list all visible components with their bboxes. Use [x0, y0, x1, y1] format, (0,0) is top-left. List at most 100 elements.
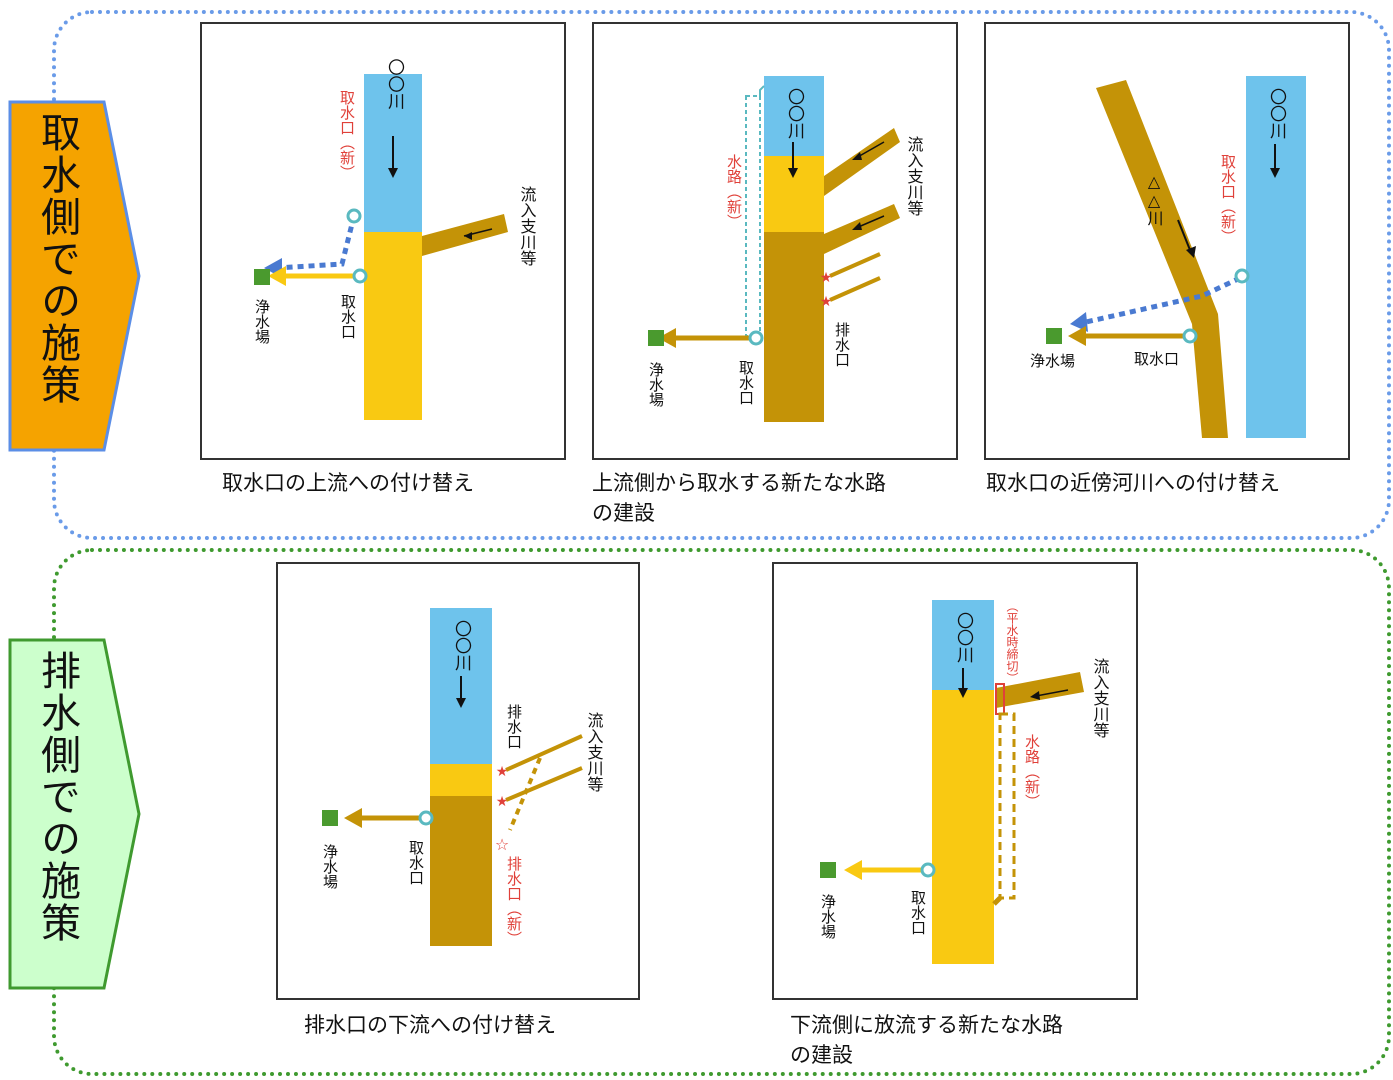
diagram-shape: [658, 328, 676, 348]
river-name: 〇〇川: [451, 620, 472, 671]
new-intake-blue-dotted-line: [276, 215, 357, 271]
nearby-river-flow-arrow: [1177, 219, 1191, 251]
water-plant-marker: [648, 330, 664, 346]
intake-marker: [352, 268, 368, 284]
tributary-label: 流入支川等: [1091, 658, 1110, 738]
diagram-shape: [852, 222, 862, 230]
tributary-label: 流入支川等: [905, 136, 924, 216]
intake-marker: [920, 862, 936, 878]
diagram-upstream-intake-relocation: 〇〇川 取水口（新） 流入支川等 浄水場 取水口: [253, 58, 537, 420]
intake-label: 取水口: [1134, 350, 1179, 368]
river-polluted-section: [764, 232, 824, 422]
diagram-new-downstream-channel: （平水時締切） 水路（新） 流入支川等 〇〇川 浄水場 取水口: [819, 600, 1110, 964]
tributary-label: 流入支川等: [518, 186, 537, 266]
river-name: 〇〇川: [784, 88, 805, 139]
river-mixed-section: [364, 232, 422, 420]
diagram-shape: [344, 808, 362, 828]
closure-label: （平水時締切）: [1005, 600, 1019, 684]
new-outfall-star: ☆: [495, 835, 509, 854]
intake-label: 取水口: [407, 840, 425, 885]
discharge-measures-group-frame: [52, 548, 1391, 1076]
tributary-line-2: [505, 766, 583, 802]
panel-new-downstream-channel: （平水時締切） 水路（新） 流入支川等 〇〇川 浄水場 取水口: [772, 562, 1138, 1000]
intake-label-arrow-shape: [8, 100, 141, 452]
new-intake-marker: [346, 208, 362, 224]
water-plant-label: 浄水場: [647, 362, 665, 407]
water-plant-marker: [322, 810, 338, 826]
intake-side-label-text: 取水側での施策: [34, 112, 80, 406]
intake-marker: [748, 330, 764, 346]
discharge-label-arrow-shape: [8, 638, 141, 990]
water-plant-label: 浄水場: [1030, 352, 1075, 370]
old-intake-blue-dotted-line: [1085, 275, 1242, 325]
intake-marker: [1182, 328, 1198, 344]
panel-nearby-river-intake: 〇〇川 △△川 取水口（新） 浄水場 取水口: [984, 22, 1350, 460]
outfall-label: 排水口: [833, 322, 851, 367]
water-plant-marker: [254, 269, 270, 285]
new-intake-label: 取水口（新）: [338, 90, 356, 180]
discharge-side-label-text: 排水側での施策: [34, 650, 80, 944]
water-plant-marker: [1046, 328, 1062, 344]
diagram-shape: [8, 100, 141, 452]
diagram-shape: [852, 152, 862, 160]
diagram-nearby-river-intake: 〇〇川 △△川 取水口（新） 浄水場 取水口: [1030, 76, 1306, 438]
intake-label: 取水口: [339, 294, 357, 339]
caption-new-downstream-channel: 下流側に放流する新たな水路 の建設: [790, 1013, 1063, 1067]
panel-new-upstream-channel: 流入支川等 ★ ★ 排水口 〇〇川 水路（新） 浄水場 取水口: [592, 22, 958, 460]
river-mixed-section: [932, 690, 994, 964]
panel-upstream-intake-relocation: 〇〇川 取水口（新） 流入支川等 浄水場 取水口: [200, 22, 566, 460]
new-outfall-dotted-line: [508, 757, 542, 831]
tributary-flow-arrow: [1035, 689, 1069, 697]
river-mixed-section: [430, 764, 492, 796]
intake-label: 取水口: [737, 360, 755, 405]
diagram-shape: [464, 232, 472, 240]
caption-new-upstream-channel: 上流側から取水する新たな水路 の建設: [592, 471, 886, 525]
new-channel-label: 水路（新）: [1023, 734, 1041, 809]
outfall-star-2: ★: [496, 794, 509, 810]
channel-inlet-outline: [759, 85, 765, 96]
river-name: 〇〇川: [1266, 88, 1287, 139]
new-channel: [745, 95, 761, 337]
tributary-channel-2: [824, 204, 900, 254]
old-intake-arrowhead: [1070, 312, 1088, 332]
new-channel-label: 水路（新）: [725, 154, 743, 229]
nearby-river-name: △△川: [1145, 172, 1164, 226]
diagram-shape: [388, 168, 398, 178]
diagram-shape: [958, 688, 968, 698]
diagram-shape: [8, 638, 141, 990]
diagram-shape: [1030, 691, 1040, 700]
old-intake-marker: [1234, 268, 1250, 284]
tributary-channel: [996, 672, 1084, 708]
intake-marker: [418, 810, 434, 826]
outfall-arrow-1: [829, 252, 881, 278]
tributary-label: 流入支川等: [585, 712, 604, 792]
panel-downstream-outfall-relocation: 〇〇川 排水口 ★ ★ ☆ 流入支川等 排水口（新） 浄水場 取水口: [276, 562, 640, 1000]
water-plant-marker: [820, 862, 836, 878]
river-clean-section: [1246, 76, 1306, 438]
outfall-star-1: ★: [820, 270, 833, 286]
caption-downstream-outfall-relocation: 排水口の下流への付け替え: [304, 1013, 556, 1037]
water-plant-label: 浄水場: [819, 894, 837, 939]
diagram-shape: [788, 168, 798, 178]
diagram-shape: [1270, 168, 1280, 178]
discharge-side-label: 排水側での施策: [8, 638, 143, 990]
new-channel: [998, 712, 1016, 900]
nearby-river-channel: [1096, 80, 1228, 438]
outfall-label: 排水口: [505, 704, 523, 749]
intake-side-label: 取水側での施策: [8, 100, 143, 452]
outfall-arrow-2: [829, 276, 881, 302]
caption-nearby-river-intake: 取水口の近傍河川への付け替え: [986, 471, 1280, 495]
outfall-star-2: ★: [820, 294, 833, 310]
channel-outlet: [992, 896, 1002, 906]
water-plant-label: 浄水場: [321, 844, 339, 889]
caption-upstream-intake-relocation: 取水口の上流への付け替え: [222, 471, 474, 495]
new-intake-label: 取水口（新）: [1219, 154, 1237, 244]
tributary-channel-1: [824, 128, 900, 196]
diagram-new-upstream-channel: 流入支川等 ★ ★ 排水口 〇〇川 水路（新） 浄水場 取水口: [647, 76, 924, 422]
diagram-shape: [1186, 246, 1196, 258]
water-plant-label: 浄水場: [253, 299, 271, 344]
new-outfall-label: 排水口（新）: [505, 856, 523, 946]
diagram-shape: [844, 860, 862, 880]
diagram-downstream-outfall-relocation: 〇〇川 排水口 ★ ★ ☆ 流入支川等 排水口（新） 浄水場 取水口: [321, 608, 604, 946]
river-polluted-section: [430, 796, 492, 946]
